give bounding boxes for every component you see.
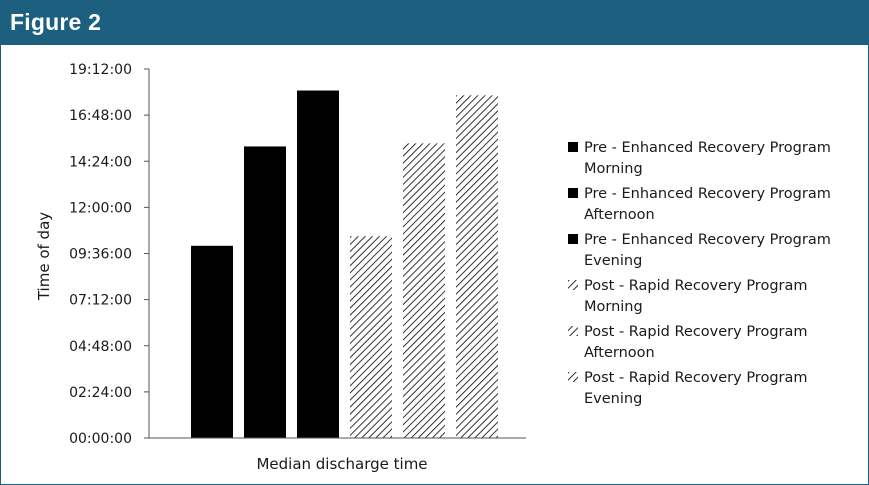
y-tick-label: 14:24:00 [69,154,132,170]
bar [456,95,498,439]
bars [191,90,498,439]
legend-marker [568,372,578,382]
legend-marker [568,326,578,336]
legend-label: Afternoon [584,207,655,223]
y-tick-label: 07:12:00 [69,293,132,309]
bar [297,90,339,439]
y-tick-label: 12:00:00 [69,200,132,216]
legend-label: Afternoon [584,345,655,361]
legend-marker [568,234,578,244]
legend-label: Post - Rapid Recovery Program [584,324,808,340]
y-tick-label: 04:48:00 [69,339,132,355]
legend-label: Pre - Enhanced Recovery Program [584,186,831,202]
y-tick-labels: 00:00:00 02:24:00 04:48:00 07:12:00 09:36:00… [69,62,149,447]
bar [244,146,286,438]
legend-label: Evening [584,391,642,407]
legend-label: Evening [584,253,642,269]
legend-label: Post - Rapid Recovery Program [584,278,808,294]
legend-marker [568,280,578,290]
y-tick-label: 19:12:00 [69,62,132,78]
y-tick-label: 09:36:00 [69,247,132,263]
figure-header: Figure 2 [1,1,868,45]
legend-label: Pre - Enhanced Recovery Program [584,232,831,248]
legend-label: Pre - Enhanced Recovery Program [584,140,831,156]
bar [403,143,445,438]
legend: Pre - Enhanced Recovery Program Morning Pr… [568,140,831,407]
y-axis-label: Time of day [35,212,53,301]
bar [350,236,392,438]
legend-label: Post - Rapid Recovery Program [584,370,808,386]
y-tick-label: 00:00:00 [69,431,132,447]
x-axis-label: Median discharge time [256,455,427,473]
figure-title: Figure 2 [10,9,102,35]
legend-marker [568,188,578,198]
bar [191,245,233,438]
axes [148,69,526,439]
y-tick-label: 02:24:00 [69,385,132,401]
legend-marker [568,142,578,152]
y-tick-label: 16:48:00 [69,108,132,124]
legend-label: Morning [584,299,643,315]
legend-label: Morning [584,161,643,177]
